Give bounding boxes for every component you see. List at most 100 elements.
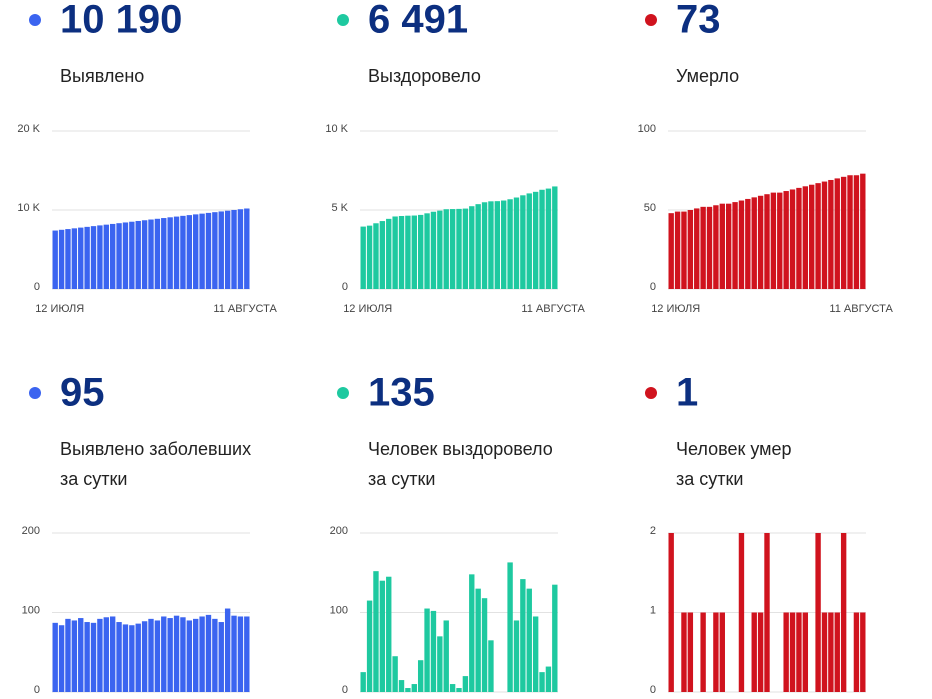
bar (821, 612, 828, 692)
bar (205, 212, 212, 289)
legend-dot (29, 387, 41, 399)
bar (373, 571, 379, 692)
bar (405, 688, 411, 692)
panel-title: Выздоровело (368, 66, 481, 86)
bar (237, 616, 244, 692)
bar (789, 189, 796, 289)
panel-title: за сутки (676, 469, 743, 489)
bar (154, 620, 161, 692)
panel-title: Выявлено (60, 66, 144, 86)
panel-title: Умерло (676, 66, 739, 86)
y-tick-label: 10 K (17, 202, 40, 214)
y-tick-label: 0 (342, 684, 348, 696)
bar (424, 608, 430, 692)
bar (719, 612, 725, 692)
bar (757, 612, 764, 692)
bar (161, 218, 167, 289)
panel-title: Человек умер (676, 439, 792, 459)
bar (552, 186, 558, 289)
bar (129, 221, 135, 289)
bar (417, 214, 424, 289)
bar (757, 195, 764, 289)
headline-value: 135 (368, 371, 435, 415)
bar (668, 213, 674, 289)
bar (430, 610, 437, 692)
bar (386, 576, 392, 692)
bar (738, 200, 745, 289)
y-tick-label: 0 (342, 281, 348, 293)
bar (141, 621, 148, 692)
bar (815, 183, 821, 289)
y-tick-label: 1 (650, 604, 656, 616)
bar (122, 624, 129, 692)
bar (668, 533, 674, 692)
bar (122, 222, 129, 289)
bar (751, 197, 757, 289)
bar (392, 216, 398, 289)
bar (545, 188, 552, 289)
bar (417, 660, 424, 692)
x-tick-label: 12 ИЮЛЯ (343, 303, 392, 315)
bar (507, 562, 513, 692)
bar (725, 203, 732, 289)
bar (802, 186, 809, 289)
bar (109, 223, 116, 289)
bar (398, 216, 405, 289)
bar (783, 612, 789, 692)
x-tick-label: 11 АВГУСТА (829, 303, 893, 315)
bar (828, 612, 834, 692)
bar (224, 210, 231, 289)
bar (456, 208, 462, 289)
bar (58, 625, 65, 692)
bar (840, 533, 847, 692)
bar (212, 212, 218, 289)
bar (218, 622, 224, 692)
bar (539, 672, 545, 692)
bar (475, 588, 481, 692)
legend-dot (645, 387, 657, 399)
bar (65, 229, 71, 289)
bar (751, 612, 757, 692)
bar (738, 533, 745, 692)
bar (545, 666, 552, 692)
bar (475, 204, 481, 289)
bar (488, 640, 494, 692)
y-tick-label: 5 K (331, 202, 348, 214)
bar (90, 226, 97, 289)
bar (103, 617, 109, 692)
bar (834, 612, 840, 692)
bar (244, 616, 250, 692)
bar (809, 184, 815, 289)
bar (244, 208, 250, 289)
y-tick-label: 100 (638, 123, 656, 135)
bar (386, 218, 392, 289)
bar (231, 209, 237, 289)
bar (186, 215, 193, 289)
headline-value: 10 190 (60, 0, 182, 42)
x-tick-label: 11 АВГУСТА (213, 303, 277, 315)
bar (802, 612, 809, 692)
bar (719, 203, 725, 289)
bar (405, 215, 411, 289)
bar (449, 684, 456, 692)
legend-dot (337, 14, 349, 26)
bar (193, 214, 199, 289)
bar (860, 612, 866, 692)
bar (148, 618, 154, 692)
bar (681, 612, 687, 692)
bar (853, 612, 860, 692)
bar (488, 201, 494, 289)
panel-title: Выявлено заболевших (60, 439, 251, 459)
bar (424, 213, 430, 289)
bar (456, 688, 462, 692)
bar (52, 230, 58, 289)
bar (180, 215, 186, 289)
bar (687, 612, 694, 692)
bar (481, 598, 488, 692)
bar (231, 615, 237, 692)
y-tick-label: 0 (650, 684, 656, 696)
bar (78, 618, 84, 692)
bar (129, 625, 135, 692)
y-tick-label: 10 K (325, 123, 348, 135)
